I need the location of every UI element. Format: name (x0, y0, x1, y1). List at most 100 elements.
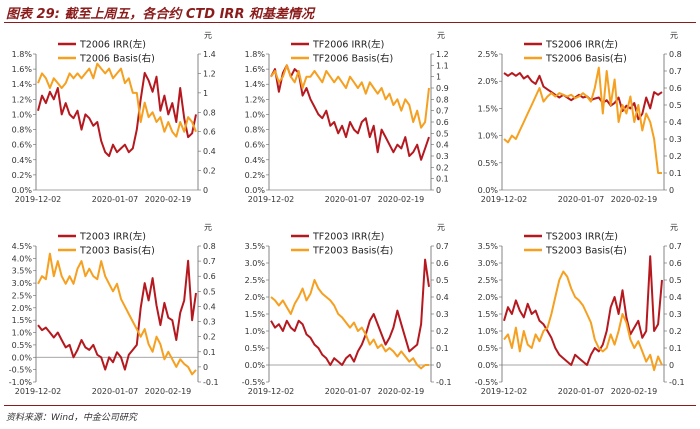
right-tick-label: 1 (436, 73, 441, 82)
x-tick-label: 2020-01-07 (558, 195, 605, 204)
left-tick-label: 1.5% (478, 310, 499, 319)
right-tick-label: 0.8 (203, 108, 216, 117)
irr-series-line (503, 255, 663, 366)
right-axis-unit: 元 (437, 31, 445, 40)
right-tick-label: 0.1 (203, 348, 216, 357)
legend-label: T2006 Basis(右) (79, 53, 155, 65)
right-tick-label: 0.8 (669, 50, 682, 59)
right-tick-label: -0.1 (669, 378, 685, 387)
chart-grid: 0.0% 0.2% 0.4% 0.6% 0.8% 1.0% 1.2% 1.4% 1.6% 1.8%… (9, 31, 685, 396)
left-tick-label: 1.6% (245, 65, 266, 74)
left-tick-label: 0.6% (12, 141, 33, 150)
chart-panel-tf2006: 0.0% 0.2% 0.4% 0.6% 0.8% 1.0% 1.2% 1.4% 1.6% 1.8%… (245, 31, 449, 204)
legend-label: TF2006 IRR(左) (312, 39, 384, 51)
right-tick-label: 0.3 (203, 318, 216, 327)
right-tick-label: 0 (203, 363, 208, 372)
left-tick-label: 3.0% (478, 259, 499, 268)
right-tick-label: 0.7 (436, 242, 449, 251)
figure-title: 图表 29: 截至上周五，各合约 CTD IRR 和基差情况 (6, 7, 314, 22)
right-tick-label: 0 (669, 186, 674, 195)
right-tick-label: 0.2 (669, 327, 682, 336)
left-tick-label: 0.4% (245, 156, 266, 165)
right-tick-label: 0.6 (203, 128, 216, 137)
basis-series-line (37, 62, 197, 138)
left-tick-label: 0.5% (478, 344, 499, 353)
left-tick-label: -0.5% (242, 378, 266, 387)
x-tick-label: 2019-12-02 (248, 195, 295, 204)
right-tick-label: 0.8 (203, 242, 216, 251)
right-tick-label: 0.6 (203, 272, 216, 281)
left-tick-label: 1.5% (245, 310, 266, 319)
x-tick-label: 2020-01-07 (92, 195, 139, 204)
x-tick-label: 2020-02-19 (145, 195, 192, 204)
left-tick-label: 1.2% (12, 95, 33, 104)
right-tick-label: 0.5 (203, 287, 216, 296)
legend-label: T2003 IRR(左) (79, 231, 146, 243)
right-tick-label: 0.1 (669, 344, 682, 353)
basis-series-line (270, 64, 430, 129)
right-tick-label: 0.4 (669, 293, 682, 302)
irr-series-line (503, 72, 663, 121)
left-tick-label: 2.0% (478, 293, 499, 302)
left-tick-label: 2.5% (12, 291, 33, 300)
legend-label: T2003 Basis(右) (79, 245, 155, 257)
right-tick-label: 0.9 (436, 84, 449, 93)
right-tick-label: 1.2 (436, 50, 449, 59)
right-tick-label: 0.5 (669, 101, 682, 110)
left-tick-label: 2.5% (478, 276, 499, 285)
left-tick-label: 4.5% (12, 242, 33, 251)
left-tick-label: 1.0% (478, 327, 499, 336)
left-tick-label: -0.5% (9, 366, 33, 375)
right-tick-label: 0 (669, 361, 674, 370)
left-tick-label: 0.8% (12, 126, 33, 135)
right-tick-label: 0.4 (436, 293, 449, 302)
chart-panel-ts2003: -0.5% 0.0% 0.5% 1.0% 1.5% 2.0% 2.5% 3.0% 3.5% -0.… (475, 223, 685, 396)
left-tick-label: 0.5% (245, 344, 266, 353)
left-tick-label: 3.5% (12, 267, 33, 276)
x-tick-label: 2020-02-19 (611, 195, 658, 204)
left-tick-label: 1.0% (12, 110, 33, 119)
right-tick-label: -0.1 (436, 378, 452, 387)
legend-label: TS2006 Basis(右) (545, 53, 627, 65)
legend-label: T2006 IRR(左) (79, 39, 146, 51)
right-axis-unit: 元 (670, 31, 678, 40)
left-tick-label: 0.6% (245, 141, 266, 150)
left-tick-label: 2.0% (478, 77, 499, 86)
left-tick-label: 0.0% (12, 353, 33, 362)
left-tick-label: 0.0% (12, 186, 33, 195)
x-tick-label: 2020-01-07 (325, 387, 372, 396)
irr-series-line (270, 258, 430, 366)
right-tick-label: 0.1 (436, 344, 449, 353)
left-tick-label: 1.0% (245, 327, 266, 336)
left-tick-label: 1.5% (478, 104, 499, 113)
right-tick-label: 1 (203, 89, 208, 98)
left-tick-label: 1.0% (12, 329, 33, 338)
right-axis-unit: 元 (670, 223, 678, 232)
right-tick-label: 0.4 (436, 141, 449, 150)
right-tick-label: 0.3 (436, 310, 449, 319)
x-tick-label: 2020-02-19 (611, 387, 658, 396)
left-tick-label: 2.5% (478, 50, 499, 59)
right-tick-label: 0.5 (669, 276, 682, 285)
left-tick-label: 3.0% (245, 259, 266, 268)
left-tick-label: 3.0% (12, 279, 33, 288)
left-tick-label: 0.5% (12, 341, 33, 350)
left-tick-label: 0.2% (12, 171, 33, 180)
x-tick-label: 2019-12-02 (481, 195, 528, 204)
right-tick-label: 1.4 (203, 50, 216, 59)
x-tick-label: 2020-02-19 (378, 195, 425, 204)
right-tick-label: 1.2 (203, 69, 216, 78)
left-tick-label: 0.0% (478, 186, 499, 195)
right-tick-label: 0.7 (669, 242, 682, 251)
x-tick-label: 2019-12-02 (15, 195, 62, 204)
irr-series-line (37, 71, 197, 157)
right-tick-label: 0.6 (436, 118, 449, 127)
x-tick-label: 2019-12-02 (481, 387, 528, 396)
chart-panel-t2003: -1.0% -0.5% 0.0% 0.5% 1.0% 1.5% 2.0% 2.5% 3.0% 3.… (9, 223, 219, 396)
x-tick-label: 2019-12-02 (248, 387, 295, 396)
right-tick-label: 0.2 (203, 333, 216, 342)
left-tick-label: 0.0% (245, 186, 266, 195)
left-tick-label: 0.4% (12, 156, 33, 165)
right-axis-unit: 元 (204, 31, 212, 40)
legend-label: TS2003 IRR(左) (545, 231, 618, 243)
